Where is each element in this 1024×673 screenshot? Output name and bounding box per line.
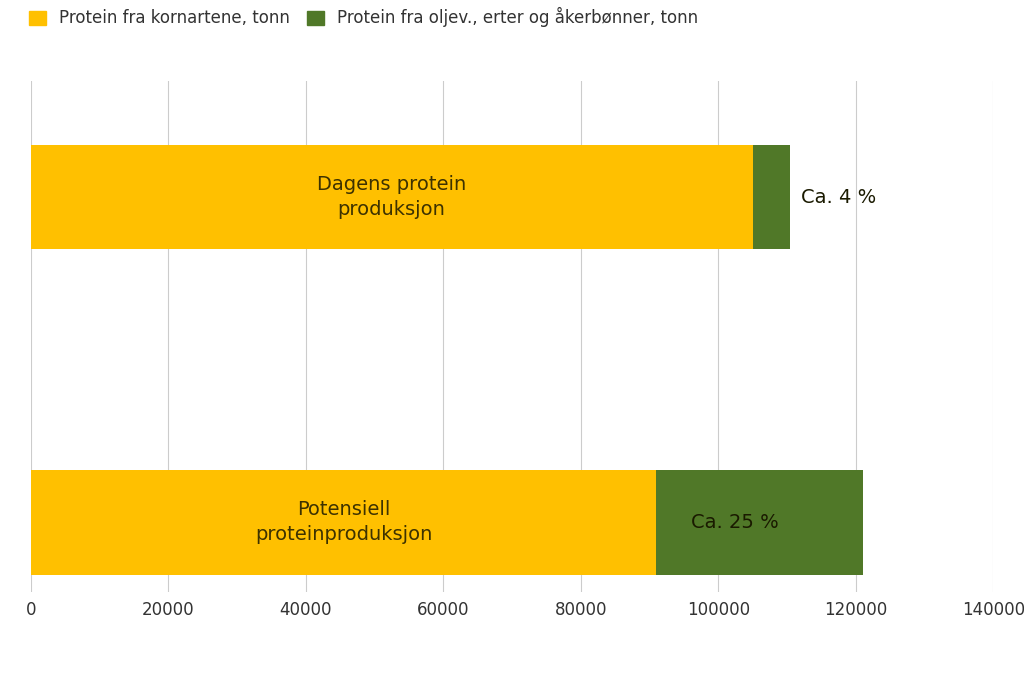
Bar (753, 145, 791, 249)
Text: Dagens protein
produksjon: Dagens protein produksjon (317, 175, 466, 219)
Text: Potensiell
proteinproduksjon: Potensiell proteinproduksjon (255, 501, 432, 544)
Bar (656, 470, 862, 575)
Text: Ca. 4 %: Ca. 4 % (801, 188, 876, 207)
Text: Ca. 25 %: Ca. 25 % (691, 513, 778, 532)
Bar (31, 470, 656, 575)
Bar (31, 145, 753, 249)
Legend: Protein fra kornartene, tonn, Protein fra oljev., erter og åkerbønner, tonn: Protein fra kornartene, tonn, Protein fr… (30, 7, 698, 28)
